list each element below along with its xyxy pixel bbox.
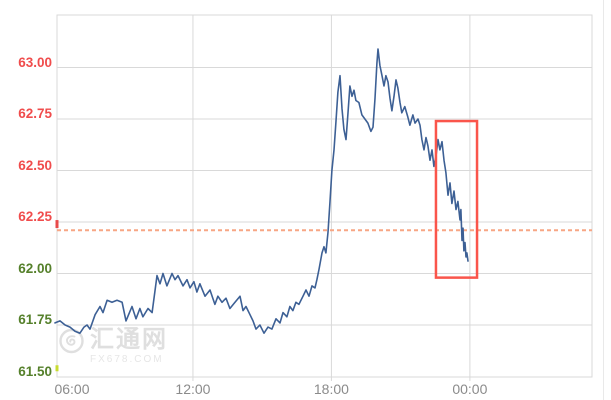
watermark-text: 汇通网 FX678.COM — [90, 327, 168, 366]
plot-border — [56, 14, 593, 378]
axis-mark — [55, 220, 59, 229]
watermark-name: 汇通网 — [90, 326, 168, 353]
highlight-box — [434, 119, 479, 279]
watermark-domain: FX678.COM — [90, 354, 164, 365]
watermark-logo-icon — [59, 328, 84, 354]
watermark: 汇通网 FX678.COM — [58, 327, 168, 366]
axis-mark — [55, 365, 59, 372]
price-line — [54, 48, 469, 335]
